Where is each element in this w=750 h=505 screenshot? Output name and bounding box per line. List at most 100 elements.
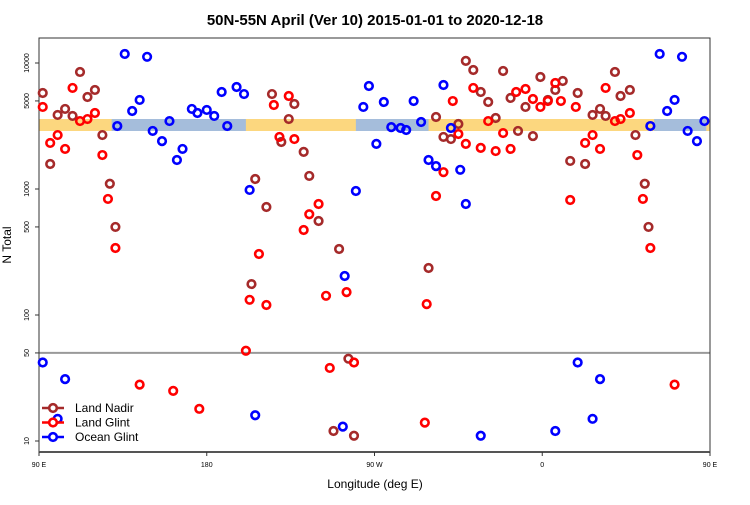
- land-nadir-point: [289, 98, 300, 110]
- land-glint-point: [483, 115, 494, 127]
- land-glint-point: [320, 290, 332, 301]
- land-nadir-point: [246, 278, 257, 290]
- y-tick-label: 10: [24, 437, 31, 445]
- land-glint-point: [505, 143, 516, 155]
- ocean-glint-point: [408, 95, 419, 107]
- ocean-glint-point: [401, 124, 412, 136]
- ocean-glint-point: [699, 115, 710, 127]
- land-glint-point: [580, 137, 591, 149]
- ocean-glint-point: [201, 104, 212, 116]
- land-glint-point: [637, 193, 649, 205]
- land-glint-point: [253, 248, 265, 260]
- land-nadir-point: [643, 221, 654, 233]
- land-glint-point: [419, 417, 430, 428]
- y-tick-label: 5000: [24, 93, 31, 109]
- ocean-glint-point: [654, 48, 665, 60]
- legend-label: Ocean Glint: [75, 430, 139, 444]
- land-nadir-point: [468, 64, 479, 76]
- ocean-glint-point: [645, 120, 656, 132]
- land-nadir-point: [453, 118, 464, 130]
- land-glint-point: [52, 129, 63, 141]
- legend-label: Land Glint: [75, 416, 130, 430]
- land-nadir-point: [333, 243, 345, 255]
- land-glint-point: [283, 90, 294, 102]
- land-glint-point: [498, 127, 509, 139]
- ocean-glint-point: [142, 51, 153, 62]
- land-nadir-point: [313, 215, 324, 227]
- land-glint-point: [348, 357, 360, 368]
- ocean-glint-point: [572, 357, 583, 368]
- land-glint-point: [261, 299, 272, 311]
- ocean-glint-point: [691, 135, 703, 147]
- land-nadir-point: [445, 133, 457, 145]
- x-tick-label: 180: [201, 462, 213, 469]
- land-glint-point: [168, 385, 179, 396]
- land-nadir-point: [527, 130, 539, 142]
- land-glint-point: [67, 82, 78, 94]
- y-tick-label: 10000: [24, 53, 31, 73]
- ocean-glint-point: [112, 120, 123, 132]
- land-segment: [706, 119, 710, 131]
- ocean-glint-point: [415, 116, 427, 128]
- land-nadir-point: [430, 111, 442, 123]
- land-glint-point: [615, 113, 626, 125]
- ocean-glint-point: [127, 105, 138, 117]
- ocean-glint-point: [339, 270, 350, 282]
- x-axis-label: Longitude (deg E): [327, 477, 422, 491]
- land-glint-point: [453, 128, 464, 140]
- ocean-glint-point: [460, 198, 471, 210]
- land-glint-point: [45, 137, 56, 149]
- land-segment: [39, 119, 112, 131]
- ocean-glint-point: [423, 154, 434, 166]
- land-glint-point: [304, 209, 315, 220]
- land-nadir-point: [615, 90, 626, 102]
- land-nadir-point: [587, 109, 598, 121]
- land-glint-point: [460, 138, 471, 150]
- ocean-glint-point: [192, 107, 203, 119]
- land-glint-point: [102, 193, 114, 205]
- y-tick-label: 50: [24, 349, 31, 357]
- land-nadir-point: [483, 96, 494, 108]
- y-tick-label: 500: [24, 221, 31, 233]
- ocean-glint-point: [438, 79, 449, 91]
- land-glint-point: [421, 299, 432, 310]
- land-glint-point: [520, 83, 531, 95]
- ocean-glint-point: [231, 81, 242, 93]
- land-glint-point: [289, 133, 300, 145]
- data-points: [37, 48, 710, 441]
- ocean-glint-point: [244, 184, 255, 196]
- y-tick-label: 100: [24, 309, 31, 321]
- land-glint-point: [555, 95, 566, 107]
- legend-marker: [47, 402, 59, 414]
- land-glint-point: [244, 294, 255, 305]
- land-nadir-point: [505, 92, 516, 104]
- ocean-glint-point: [37, 357, 48, 368]
- land-nadir-point: [639, 178, 650, 189]
- ocean-glint-point: [587, 413, 598, 424]
- land-glint-point: [110, 242, 121, 254]
- land-glint-point: [97, 149, 108, 161]
- x-tick-label: 0: [540, 462, 544, 469]
- land-glint-point: [624, 107, 635, 119]
- land-nadir-point: [298, 146, 309, 157]
- land-nadir-point: [348, 430, 360, 441]
- land-glint-point: [268, 99, 279, 111]
- land-glint-point: [527, 93, 539, 105]
- land-nadir-point: [600, 110, 611, 122]
- ocean-glint-point: [455, 164, 466, 175]
- ocean-glint-point: [156, 135, 168, 147]
- ocean-glint-point: [209, 110, 220, 122]
- x-tick-label: 90 W: [366, 462, 383, 469]
- ocean-glint-point: [171, 154, 183, 166]
- chart-title: 50N-55N April (Ver 10) 2015-01-01 to 202…: [207, 12, 543, 29]
- land-glint-point: [37, 101, 48, 113]
- ocean-glint-point: [238, 88, 250, 100]
- land-nadir-point: [304, 170, 315, 182]
- ocean-glint-point: [358, 101, 369, 113]
- ocean-glint-point: [119, 48, 130, 60]
- y-axis-label: N Total: [0, 226, 14, 263]
- land-nadir-point: [110, 221, 121, 233]
- ocean-glint-point: [386, 121, 397, 133]
- land-nadir-point: [261, 201, 272, 213]
